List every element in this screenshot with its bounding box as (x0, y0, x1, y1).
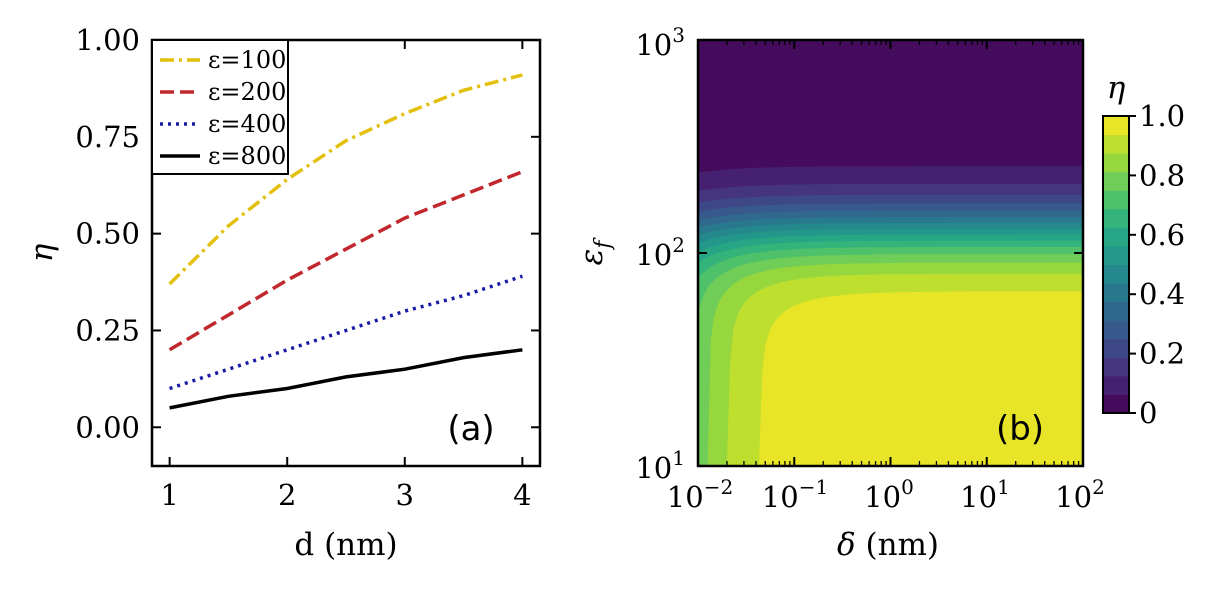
ytick-label: 0.75 (75, 120, 140, 154)
panel-b-xlabel: δ (nm) (837, 527, 939, 563)
ytick-label: 0.50 (75, 217, 140, 251)
panel-a-frame (150, 38, 542, 468)
xtick-label-1e1: 101 (960, 475, 1010, 514)
xtick-label-1e0: 100 (864, 475, 914, 514)
colorbar-band-5 (1103, 301, 1129, 321)
series-line-2 (169, 274, 523, 391)
legend-label-1: ε=200 (208, 78, 286, 106)
colorbar-band-6 (1103, 283, 1129, 303)
colorbar-band-4 (1103, 320, 1129, 340)
colorbar-label: η (1107, 70, 1126, 106)
ytick-label-1e1: 101 (635, 446, 685, 485)
colorbar-band-2 (1103, 357, 1129, 377)
colorbar-band-9 (1103, 227, 1129, 247)
ytick-label-1e3: 103 (635, 23, 685, 62)
xtick-label: 2 (278, 478, 296, 512)
colorbar-bands (1103, 116, 1129, 414)
colorbar-band-11 (1103, 190, 1129, 210)
colorbar-band-1 (1103, 375, 1129, 395)
panel-a-series (168, 73, 524, 410)
panel-b: 10−2 10−1 100 101 102 101 102 103 δ (nm)… (574, 23, 1185, 563)
legend: ε=100 ε=200 ε=400 ε=800 (151, 39, 289, 175)
xtick-label-1e-2: 10−2 (667, 475, 733, 514)
colorbar-tick-label: 0.2 (1139, 337, 1185, 371)
ytick-label: 1.00 (75, 23, 140, 57)
legend-box (151, 39, 289, 175)
heatmap-bands (698, 40, 1083, 466)
colorbar-band-13 (1103, 153, 1129, 173)
xtick-label: 1 (160, 478, 178, 512)
colorbar-tick-label: 0 (1139, 396, 1157, 430)
colorbar-band-8 (1103, 245, 1129, 265)
xtick-label: 3 (396, 478, 414, 512)
colorbar-tick-label: 0.4 (1139, 277, 1185, 311)
colorbar-tick-label: 0.6 (1139, 218, 1185, 252)
panel-b-yticklabels: 101 102 103 (635, 23, 685, 485)
ytick-label: 0.25 (75, 313, 140, 347)
colorbar: 0 0.2 0.4 0.6 0.8 1.0 η (1102, 70, 1185, 430)
xtick-label-1e-1: 10−1 (762, 475, 828, 514)
legend-label-2: ε=400 (208, 110, 286, 138)
panel-b-label: (b) (996, 409, 1044, 449)
colorbar-band-7 (1103, 264, 1129, 284)
series-line-0 (168, 73, 523, 286)
colorbar-band-3 (1103, 338, 1129, 358)
xtick-label-1e2: 102 (1055, 475, 1105, 514)
ytick-label-1e2: 102 (635, 233, 685, 272)
series-line-3 (169, 348, 523, 410)
panel-b-ylabel: εf (574, 237, 616, 266)
colorbar-band-10 (1103, 208, 1129, 228)
panel-a-xlabel: d (nm) (294, 527, 397, 563)
colorbar-band-15 (1103, 116, 1129, 136)
colorbar-band-12 (1103, 171, 1129, 191)
panel-a-ylabel: η (24, 243, 60, 262)
panel-a-ticks: 1 2 3 4 0.00 0.25 0.50 0.75 1.00 (75, 23, 540, 512)
colorbar-band-0 (1103, 394, 1129, 414)
panel-a-label: (a) (447, 409, 494, 449)
heatmap-band-15 (698, 291, 1083, 466)
panel-b-ticks (697, 39, 1084, 467)
xtick-label: 4 (513, 478, 531, 512)
panel-a: 1 2 3 4 0.00 0.25 0.50 0.75 1.00 d (nm) η (a) ε=… (24, 23, 542, 563)
colorbar-frame (1102, 115, 1130, 414)
colorbar-tick-label: 1.0 (1139, 99, 1185, 133)
colorbar-tick-label: 0.8 (1139, 158, 1185, 192)
panel-b-xticklabels: 10−2 10−1 100 101 102 (667, 475, 1105, 514)
legend-label-0: ε=100 (208, 46, 286, 74)
series-line-1 (168, 170, 524, 352)
ytick-label: 0.00 (75, 410, 140, 444)
legend-label-3: ε=800 (208, 142, 286, 170)
colorbar-band-14 (1103, 134, 1129, 154)
colorbar-ticks: 0 0.2 0.4 0.6 0.8 1.0 (1129, 99, 1185, 430)
